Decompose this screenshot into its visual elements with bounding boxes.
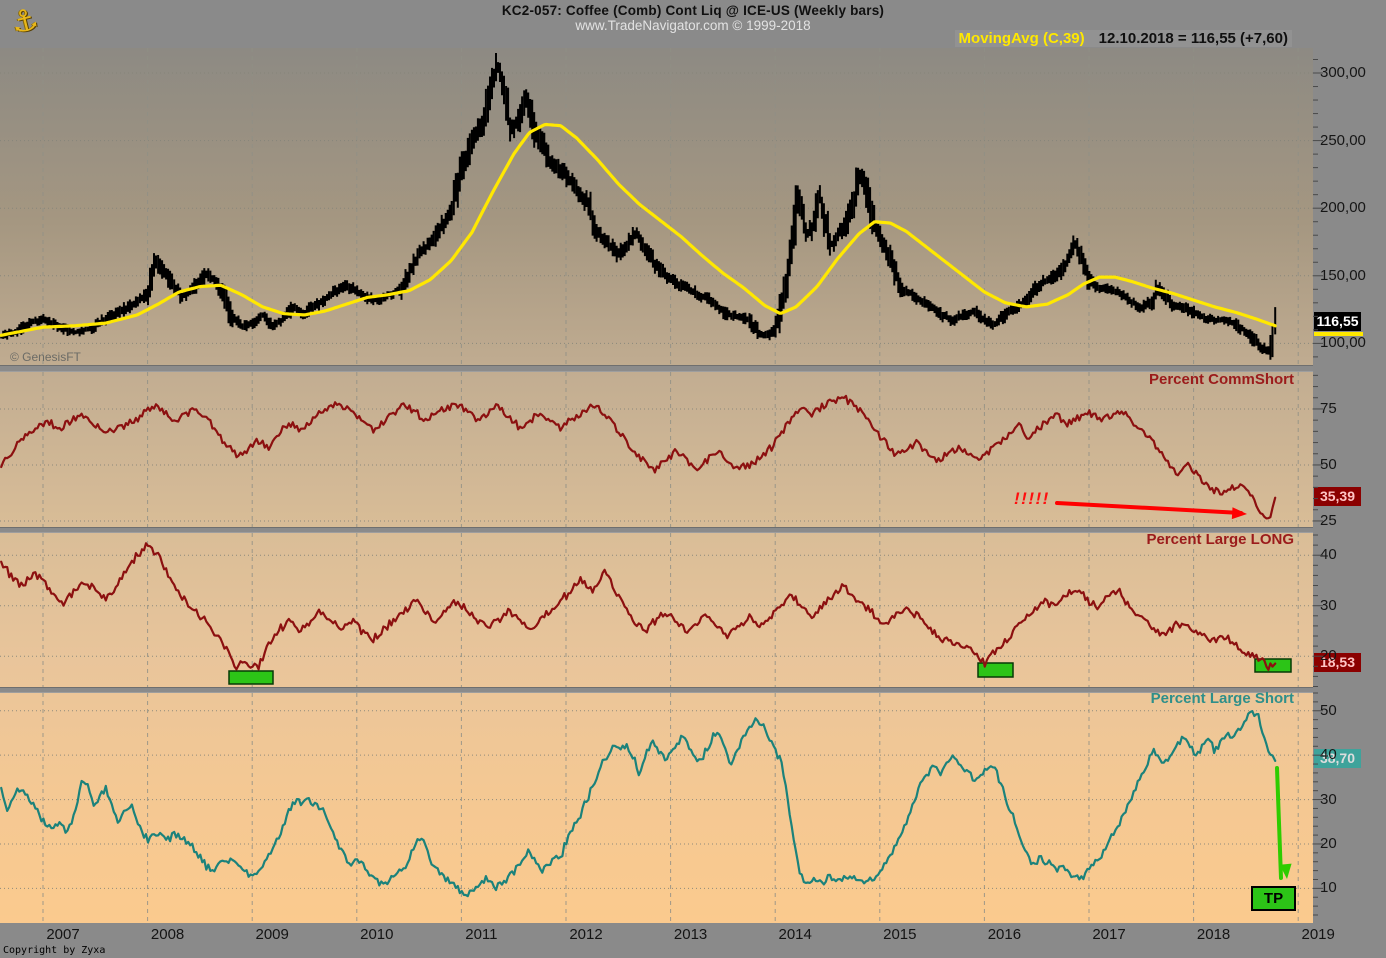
x-axis-year-label: 2019 xyxy=(1301,926,1335,943)
x-axis-year-label: 2011 xyxy=(465,926,498,943)
y-tick-label: 40 xyxy=(1320,546,1337,564)
panel-divider[interactable] xyxy=(0,365,1313,372)
y-tick-label: 250,00 xyxy=(1320,131,1366,149)
panel-svg-0[interactable] xyxy=(0,48,1313,365)
panel-divider[interactable] xyxy=(0,687,1313,693)
x-axis-year-label: 2015 xyxy=(883,926,917,943)
price-value-badge: 116,55 xyxy=(1314,312,1361,331)
status-bar: Copyright by Zyxa xyxy=(0,945,1386,958)
movingavg-legend-label[interactable]: MovingAvg (C,39) xyxy=(958,30,1085,47)
y-tick-label: 150,00 xyxy=(1320,266,1366,284)
x-axis-year-label: 2014 xyxy=(778,926,812,943)
y-tick-label: 20 xyxy=(1320,834,1337,852)
x-axis-year-label: 2007 xyxy=(46,926,80,943)
x-axis-year-label: 2017 xyxy=(1092,926,1126,943)
price-badge-underline xyxy=(1314,332,1363,336)
panel-title-large-long: Percent Large LONG xyxy=(1146,531,1294,548)
y-tick-label: 30 xyxy=(1320,790,1337,808)
chart-title: KC2-057: Coffee (Comb) Cont Liq @ ICE-US… xyxy=(501,3,885,18)
chart-area[interactable] xyxy=(0,48,1313,923)
y-tick-label: 75 xyxy=(1320,399,1337,417)
x-axis-year-label: 2008 xyxy=(150,926,185,943)
y-tick-label: 25 xyxy=(1320,511,1337,529)
y-tick-label: 30 xyxy=(1320,596,1337,614)
large-long-value-badge: 18,53 xyxy=(1314,653,1361,672)
x-axis-year-label: 2018 xyxy=(1196,926,1231,943)
x-axis-year-label: 2012 xyxy=(569,926,603,943)
y-tick-label: 200,00 xyxy=(1320,199,1366,217)
x-axis-strip[interactable]: 2007 2008 2009 2010 2011 2012 2013 2014 2015 2016… xyxy=(0,923,1386,945)
last-quote-readout: 12.10.2018 = 116,55 (+7,60) xyxy=(1098,30,1288,47)
chart-subtitle: www.TradeNavigator.com © 1999-2018 xyxy=(575,18,811,33)
panel-divider[interactable] xyxy=(0,527,1313,533)
y-tick-label: 100,00 xyxy=(1320,334,1366,352)
y-tick-label: 300,00 xyxy=(1320,64,1366,81)
panel-svg-3[interactable] xyxy=(0,693,1313,923)
y-tick-label: 20 xyxy=(1320,647,1337,665)
comm-short-value-badge: 35,39 xyxy=(1314,487,1361,506)
panel-title-comm-short: Percent CommShort xyxy=(1148,371,1294,388)
alert-exclamation-annotation: !!!!! xyxy=(1014,489,1050,508)
indicator-legend[interactable]: MovingAvg (C,39) 12.10.2018 = 116,55 (+7… xyxy=(954,30,1292,47)
panel-svg-1[interactable] xyxy=(0,372,1313,527)
y-tick-label: 50 xyxy=(1320,701,1337,719)
genesisft-watermark: © GenesisFT xyxy=(10,350,81,364)
y-tick-label: 40 xyxy=(1320,746,1337,764)
y-tick-label: 50 xyxy=(1320,455,1337,473)
x-axis-year-label: 2013 xyxy=(673,926,708,943)
x-axis-year-label: 2016 xyxy=(987,926,1022,943)
y-axis-ticks xyxy=(1313,58,1323,916)
tp-target-box[interactable]: TP xyxy=(1251,886,1296,911)
panel-svg-2[interactable] xyxy=(0,533,1313,687)
x-axis-year-label: 2009 xyxy=(255,926,289,943)
x-axis-year-label: 2010 xyxy=(360,926,394,943)
large-short-value-badge: 38,70 xyxy=(1314,749,1361,768)
panel-title-large-short: Percent Large Short xyxy=(1150,690,1294,707)
y-tick-label: 10 xyxy=(1320,879,1337,897)
copyright-text: Copyright by Zyxa xyxy=(3,945,106,956)
